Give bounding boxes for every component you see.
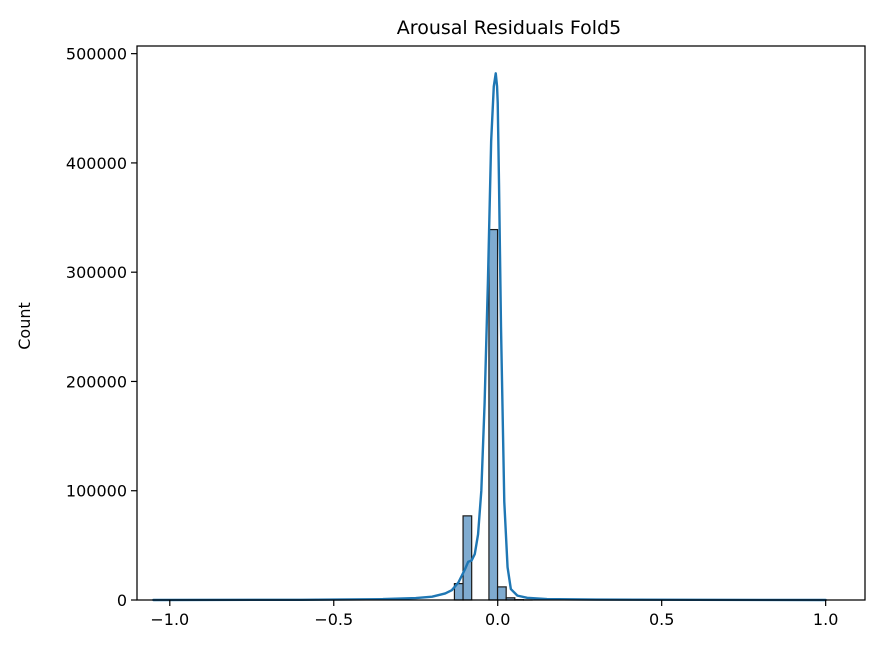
y-tick-label: 0 xyxy=(117,591,127,610)
y-tick-label: 200000 xyxy=(66,372,127,391)
x-tick-label: 1.0 xyxy=(813,610,838,629)
plot-frame xyxy=(136,45,866,601)
x-tick-label: −0.5 xyxy=(314,610,353,629)
x-tick-label: 0.5 xyxy=(649,610,674,629)
y-tick-label: 400000 xyxy=(66,154,127,173)
histogram-bar xyxy=(488,228,499,601)
y-tick-label: 300000 xyxy=(66,263,127,282)
x-tick-label: −1.0 xyxy=(150,610,189,629)
y-tick-label: 100000 xyxy=(66,482,127,501)
x-axis: −1.0 −0.5 0.0 0.5 1.0 xyxy=(150,600,838,629)
chart-title: Arousal Residuals Fold5 xyxy=(397,17,621,39)
histogram-bar xyxy=(462,515,473,601)
y-tick-label: 500000 xyxy=(66,45,127,64)
kde-line xyxy=(152,72,827,602)
y-axis-label: Count xyxy=(15,302,34,350)
histogram-bars xyxy=(453,228,533,601)
x-tick-label: 0.0 xyxy=(485,610,510,629)
y-axis: 0 100000 200000 300000 400000 500000 xyxy=(66,45,137,610)
kde-curve-group xyxy=(152,72,827,602)
histogram-bar xyxy=(496,586,507,601)
